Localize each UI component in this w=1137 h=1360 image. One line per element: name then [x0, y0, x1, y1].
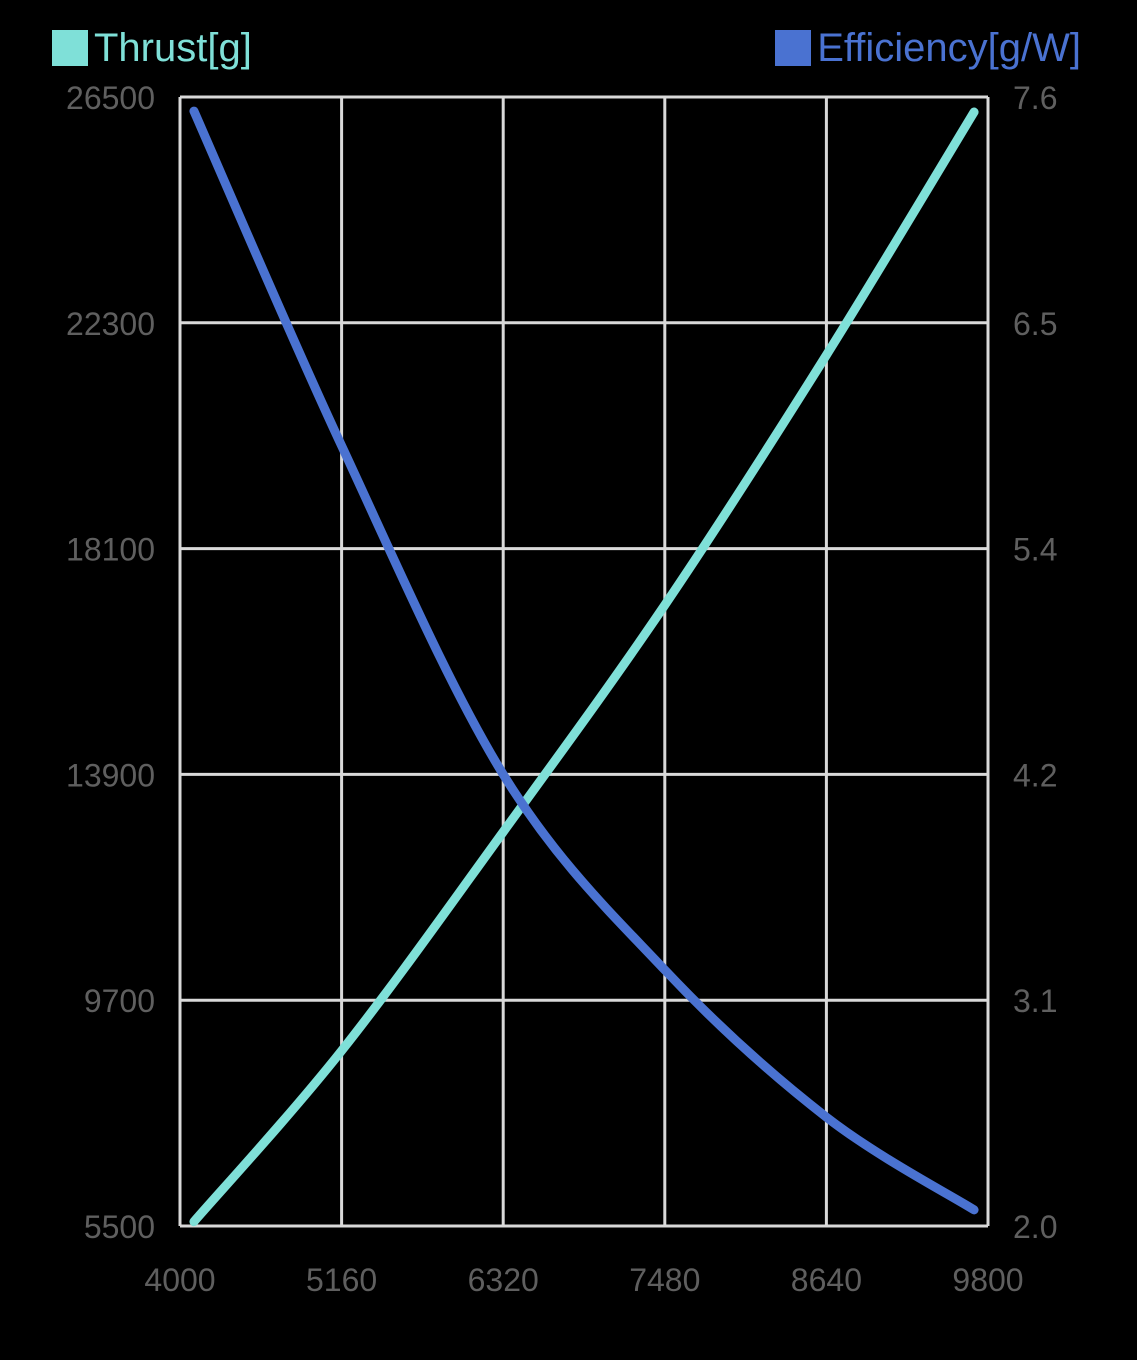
y-right-tick-label: 2.0 — [1013, 1209, 1057, 1245]
y-left-tick-label: 5500 — [84, 1209, 155, 1245]
gridlines — [178, 95, 990, 1228]
y-left-tick-label: 18100 — [66, 532, 155, 568]
y-left-tick-label: 26500 — [66, 80, 155, 116]
y-left-tick-label: 13900 — [66, 757, 155, 793]
x-tick-label: 9800 — [952, 1262, 1023, 1298]
thrust-swatch-icon — [52, 30, 88, 66]
thrust-line — [189, 107, 979, 1227]
efficiency-swatch-icon — [775, 30, 812, 66]
efficiency-line — [189, 106, 979, 1215]
y-right-tick-label: 5.4 — [1013, 532, 1057, 568]
legend-efficiency-label: Efficiency[g/W] — [817, 26, 1081, 70]
y-left-tick-label: 22300 — [66, 306, 155, 342]
x-tick-label: 5160 — [306, 1262, 377, 1298]
x-tick-label: 6320 — [468, 1262, 539, 1298]
x-tick-label: 7480 — [629, 1262, 700, 1298]
legend-efficiency: Efficiency[g/W] — [775, 28, 1081, 68]
legend-thrust-label: Thrust[g] — [94, 26, 252, 70]
y-right-tick-label: 7.6 — [1013, 80, 1057, 116]
y-right-tick-label: 4.2 — [1013, 757, 1057, 793]
x-tick-label: 8640 — [791, 1262, 862, 1298]
y-right-tick-label: 3.1 — [1013, 983, 1057, 1019]
legend-thrust: Thrust[g] — [52, 28, 252, 68]
y-right-tick-label: 6.5 — [1013, 306, 1057, 342]
y-left-tick-label: 9700 — [84, 983, 155, 1019]
x-tick-label: 4000 — [144, 1262, 215, 1298]
